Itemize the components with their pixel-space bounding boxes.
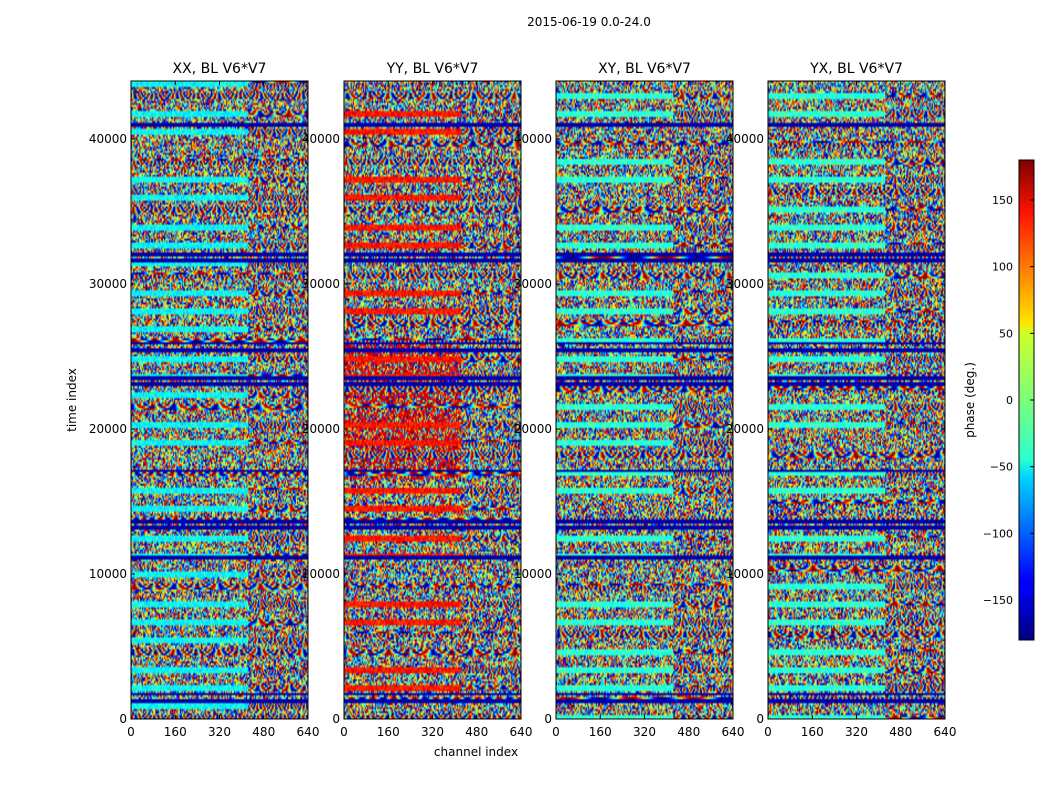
x-tick-label: 0 xyxy=(340,725,348,739)
colorbar-tick-label: −100 xyxy=(983,527,1013,540)
y-axis-label: time index xyxy=(65,368,79,432)
x-tick-label: 480 xyxy=(465,725,488,739)
colorbar-tick-label: 100 xyxy=(992,261,1013,274)
x-tick-label: 640 xyxy=(510,725,533,739)
colorbar-tick-label: 50 xyxy=(999,327,1013,340)
x-tick-label: 640 xyxy=(722,725,745,739)
colorbar-tick-label: 0 xyxy=(1006,394,1013,407)
x-tick-label: 160 xyxy=(589,725,612,739)
panel-xy: XY, BL V6*V7 0 160 320 480 640 0 10000 20000 3000… xyxy=(514,61,745,739)
panels: XX, BL V6*V7 0 160 320 480 640 0 10000 20000 3000… xyxy=(89,61,957,739)
panel-title: YX, BL V6*V7 xyxy=(809,61,903,77)
y-tick-label: 20000 xyxy=(89,422,127,436)
colorbar-tick-label: 150 xyxy=(992,194,1013,207)
x-tick-label: 640 xyxy=(934,725,957,739)
y-tick-label: 30000 xyxy=(726,277,764,291)
heatmap-image xyxy=(131,81,308,719)
y-tick-label: 20000 xyxy=(302,422,340,436)
panel-title: XX, BL V6*V7 xyxy=(173,61,267,77)
figure-suptitle: 2015-06-19 0.0-24.0 xyxy=(527,15,651,29)
panel-yy: YY, BL V6*V7 0 160 320 480 640 0 10000 20000 3000… xyxy=(302,61,533,739)
y-tick-label: 30000 xyxy=(514,277,552,291)
panel-title: YY, BL V6*V7 xyxy=(386,61,479,77)
y-tick-label: 40000 xyxy=(726,132,764,146)
y-tick-label: 0 xyxy=(332,712,340,726)
y-tick-label: 20000 xyxy=(514,422,552,436)
panel-title: XY, BL V6*V7 xyxy=(598,61,691,77)
colorbar-label: phase (deg.) xyxy=(963,362,977,438)
y-tick-label: 10000 xyxy=(89,567,127,581)
x-tick-label: 480 xyxy=(889,725,912,739)
x-tick-label: 320 xyxy=(208,725,231,739)
x-axis-label: channel index xyxy=(434,745,518,759)
colorbar: 150 100 50 0 −50 −100 −150 phase (deg.) xyxy=(963,159,1035,641)
x-tick-label: 320 xyxy=(845,725,868,739)
y-tick-label: 0 xyxy=(544,712,552,726)
heatmap-image xyxy=(344,81,521,719)
x-tick-label: 480 xyxy=(677,725,700,739)
x-tick-label: 160 xyxy=(801,725,824,739)
heatmap-image xyxy=(768,81,945,719)
colorbar-tick-label: −150 xyxy=(983,594,1013,607)
y-tick-label: 10000 xyxy=(514,567,552,581)
x-tick-label: 0 xyxy=(552,725,560,739)
y-tick-label: 40000 xyxy=(302,132,340,146)
x-tick-label: 480 xyxy=(252,725,275,739)
y-tick-label: 40000 xyxy=(89,132,127,146)
panel-xx: XX, BL V6*V7 0 160 320 480 640 0 10000 20000 3000… xyxy=(89,61,320,739)
colorbar-ticks: 150 100 50 0 −50 −100 −150 xyxy=(983,194,1034,607)
x-tick-label: 320 xyxy=(421,725,444,739)
x-tick-label: 320 xyxy=(633,725,656,739)
panel-yx: YX, BL V6*V7 0 160 320 480 640 0 10000 20000 3000… xyxy=(726,61,957,739)
y-tick-label: 10000 xyxy=(302,567,340,581)
y-tick-label: 20000 xyxy=(726,422,764,436)
x-tick-label: 0 xyxy=(127,725,135,739)
y-tick-label: 30000 xyxy=(302,277,340,291)
y-tick-label: 40000 xyxy=(514,132,552,146)
heatmap-image xyxy=(556,81,733,719)
x-tick-label: 0 xyxy=(764,725,772,739)
x-tick-label: 640 xyxy=(297,725,320,739)
x-tick-label: 160 xyxy=(377,725,400,739)
y-tick-label: 30000 xyxy=(89,277,127,291)
colorbar-tick-label: −50 xyxy=(990,461,1013,474)
y-tick-label: 0 xyxy=(756,712,764,726)
y-tick-label: 0 xyxy=(119,712,127,726)
y-tick-label: 10000 xyxy=(726,567,764,581)
x-tick-label: 160 xyxy=(164,725,187,739)
